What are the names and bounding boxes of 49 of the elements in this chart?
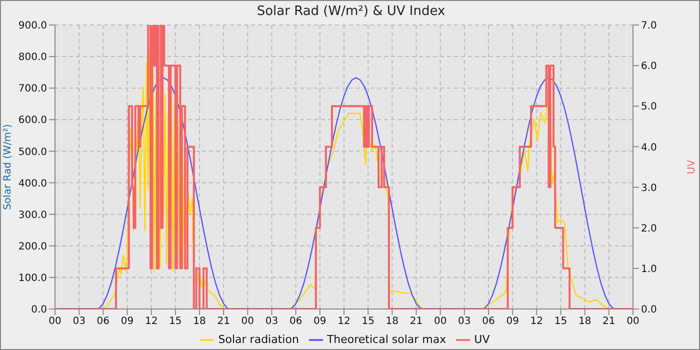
x-tick-label: 06: [96, 316, 110, 328]
y2-axis-title: UV: [686, 160, 698, 174]
chart-title: Solar Rad (W/m²) & UV Index: [256, 4, 446, 19]
x-tick-label: 21: [410, 316, 423, 328]
y-tick-label: 100.0: [18, 272, 47, 284]
y2-tick-label: 4.0: [641, 142, 657, 154]
y2-tick-label: 6.0: [641, 61, 657, 72]
y-tick-label: 400.0: [18, 178, 47, 190]
y2-tick-label: 2.0: [641, 223, 657, 234]
x-tick-label: 09: [314, 316, 326, 328]
y-tick-label: 0.0: [31, 304, 47, 316]
y2-tick-label: 3.0: [641, 182, 657, 194]
x-tick-label: 09: [120, 316, 134, 328]
y-axis-title: Solar Rad (W/m²): [2, 124, 14, 210]
legend-label: Solar radiation: [218, 333, 299, 346]
y-tick-label: 900.0: [18, 20, 47, 32]
x-tick-label: 03: [72, 316, 86, 328]
x-tick-label: 15: [362, 316, 374, 328]
y-tick-label: 800.0: [18, 52, 47, 64]
x-tick-label: 18: [193, 316, 206, 328]
x-tick-label: 00: [241, 316, 254, 328]
y-tick-label: 500.0: [18, 146, 47, 158]
legend-label: UV: [474, 333, 490, 346]
x-tick-label: 21: [217, 316, 230, 328]
x-tick-label: 00: [48, 316, 62, 328]
y-tick-label: 600.0: [18, 115, 47, 126]
x-tick-label: 15: [554, 316, 568, 328]
x-tick-label: 12: [144, 316, 158, 328]
x-tick-label: 15: [169, 316, 182, 328]
x-tick-label: 21: [602, 316, 616, 328]
x-tick-label: 00: [626, 316, 640, 328]
x-tick-label: 12: [530, 316, 544, 328]
y-tick-label: 200.0: [18, 241, 47, 252]
x-tick-label: 06: [482, 316, 495, 328]
legend-label: Theoretical solar max: [326, 333, 446, 346]
x-tick-label: 00: [434, 316, 447, 328]
x-tick-label: 12: [338, 316, 350, 328]
x-tick-label: 03: [458, 316, 471, 328]
x-tick-label: 06: [289, 316, 302, 328]
y-tick-label: 300.0: [18, 210, 47, 221]
x-tick-label: 09: [506, 316, 519, 328]
x-tick-label: 18: [386, 316, 399, 328]
y2-tick-label: 0.0: [641, 304, 657, 316]
y2-tick-label: 5.0: [641, 102, 657, 113]
y2-tick-label: 1.0: [641, 264, 657, 275]
y-tick-label: 700.0: [18, 84, 47, 95]
y2-tick-label: 7.0: [641, 20, 657, 32]
x-tick-label: 18: [578, 316, 592, 328]
x-tick-label: 03: [265, 316, 278, 328]
